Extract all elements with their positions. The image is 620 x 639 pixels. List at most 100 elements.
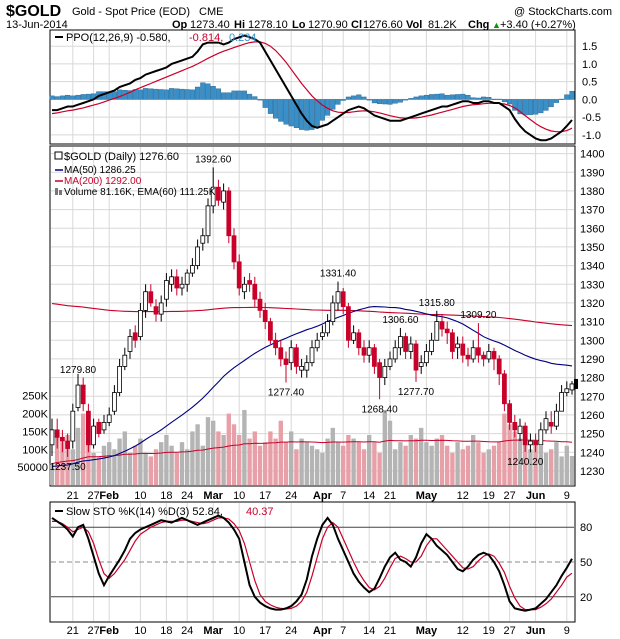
- ppo-histogram-bar: [397, 99, 403, 103]
- change-arrow: ▲: [492, 20, 501, 30]
- sto-x-tick-label: 24: [181, 625, 193, 637]
- volume-bar: [387, 420, 393, 485]
- volume-bar: [247, 438, 252, 485]
- price-x-tick-label: 21: [384, 490, 396, 502]
- ma50-legend: MA(50) 1286.25: [64, 165, 136, 176]
- ppo-legend-main: PPO(12,26,9) -0.580,: [66, 32, 171, 44]
- ppo-histogram-bar: [85, 93, 91, 100]
- ppo-histogram-bar: [65, 94, 71, 100]
- ppo-histogram-bar: [221, 92, 227, 100]
- sto-x-tick-label: 24: [285, 625, 297, 637]
- sto-x-tick-label: 14: [363, 625, 375, 637]
- axis-labels: 21 27 Feb 10 18 24 Mar 10 17 24 Apr 7 14 21 May 12 19 27 J…: [17, 41, 604, 637]
- candle-body: [200, 235, 206, 244]
- ppo-histogram-bar: [288, 99, 294, 127]
- volume-bar: [538, 445, 543, 485]
- volume-y-tick-label: 50000: [17, 462, 48, 474]
- volume-bar: [49, 463, 55, 485]
- ppo-histogram-bar: [75, 94, 81, 100]
- volume-bar: [65, 435, 70, 485]
- ppo-histogram-bar: [314, 99, 320, 127]
- instrument-name: Gold - Spot Price (EOD): [72, 6, 190, 18]
- price-x-tick-label: 19: [483, 490, 495, 502]
- volume-bar: [205, 417, 211, 485]
- ppo-histogram-bar: [169, 88, 175, 100]
- candle-body: [424, 351, 429, 364]
- candle-body: [70, 410, 76, 442]
- candle-body: [320, 332, 325, 337]
- price-annotation-label: 1277.70: [398, 387, 435, 398]
- price-x-tick-label: 21: [67, 490, 79, 502]
- price-x-tick-label: Apr: [313, 490, 333, 502]
- candle-body: [273, 339, 278, 349]
- volume-bar: [122, 431, 127, 485]
- ppo-histogram-bar: [278, 99, 284, 122]
- price-legend-main: $GOLD (Daily) 1276.60: [64, 151, 179, 163]
- candle-body: [257, 298, 263, 311]
- candle-body: [132, 332, 138, 341]
- ppo-histogram-bar: [361, 96, 367, 100]
- price-x-tick-label: 24: [285, 490, 297, 502]
- ppo-histogram-bar: [543, 99, 549, 111]
- candle-body: [351, 332, 356, 341]
- candle-body: [418, 362, 424, 367]
- change-label: Chg: [468, 19, 489, 31]
- price-x-tick-label: 10: [134, 490, 146, 502]
- volume-value: 81.2K: [428, 19, 457, 31]
- candle-body: [356, 332, 362, 349]
- price-y-tick-label: 1370: [580, 205, 604, 217]
- candle-body: [377, 362, 382, 378]
- volume-bar: [330, 427, 335, 485]
- ppo-histogram-bar: [413, 96, 419, 100]
- volume-bar: [75, 427, 81, 485]
- price-x-tick-label: 14: [363, 490, 375, 502]
- candle-body: [512, 421, 518, 431]
- ppo-histogram-bar: [486, 97, 492, 100]
- volume-bar: [465, 445, 471, 485]
- price-y-tick-label: 1390: [580, 167, 604, 179]
- volume-bar: [351, 438, 356, 485]
- candle-body: [309, 347, 315, 364]
- candle-body: [465, 354, 471, 360]
- ppo-histogram-bar: [158, 89, 164, 100]
- sto-x-tick-label: Feb: [99, 625, 119, 637]
- ppo-histogram-bar: [439, 93, 445, 100]
- ppo-histogram-bar: [252, 96, 258, 100]
- volume-bar: [159, 442, 164, 485]
- candle-body: [533, 440, 538, 446]
- ppo-histogram-bar: [309, 99, 315, 130]
- candle-body: [522, 425, 528, 446]
- ppo-histogram-bar: [538, 99, 544, 114]
- candle-body: [517, 425, 523, 434]
- ppo-histogram-bar: [153, 88, 159, 100]
- ppo-histogram-bar: [429, 94, 435, 100]
- candle-body: [346, 306, 351, 341]
- candle-body: [392, 347, 398, 360]
- ppo-legend-hist: 0.234: [229, 32, 257, 44]
- candle-body: [262, 309, 268, 322]
- volume-bar: [460, 449, 465, 485]
- sto-legend-main: Slow STO %K(14) %D(3) 52.84,: [66, 506, 223, 518]
- ppo-histogram-bar: [257, 99, 263, 101]
- volume-bar: [148, 456, 153, 485]
- volume-y-tick-label: 100K: [22, 444, 48, 456]
- ppo-y-tick-label: 0.0: [582, 94, 597, 106]
- volume-bar: [226, 413, 231, 485]
- ppo-histogram-bar: [455, 94, 461, 100]
- ppo-histogram-bar: [501, 99, 507, 103]
- ppo-histogram-bar: [247, 93, 253, 100]
- candle-body: [169, 276, 174, 285]
- volume-bar: [252, 431, 257, 485]
- candle-body: [361, 347, 367, 356]
- candle-body: [195, 246, 200, 267]
- candle-body: [382, 365, 388, 378]
- sto-y-tick-label: 80: [580, 522, 592, 534]
- ppo-histogram-bar: [548, 99, 554, 108]
- price-y-tick-label: 1400: [580, 149, 604, 161]
- volume-bar: [133, 445, 138, 485]
- price-y-tick-label: 1290: [580, 354, 604, 366]
- volume-bar: [273, 438, 278, 485]
- candle-body: [564, 388, 570, 393]
- high-value: 1278.10: [248, 19, 288, 31]
- sto-x-tick-label: 9: [564, 625, 570, 637]
